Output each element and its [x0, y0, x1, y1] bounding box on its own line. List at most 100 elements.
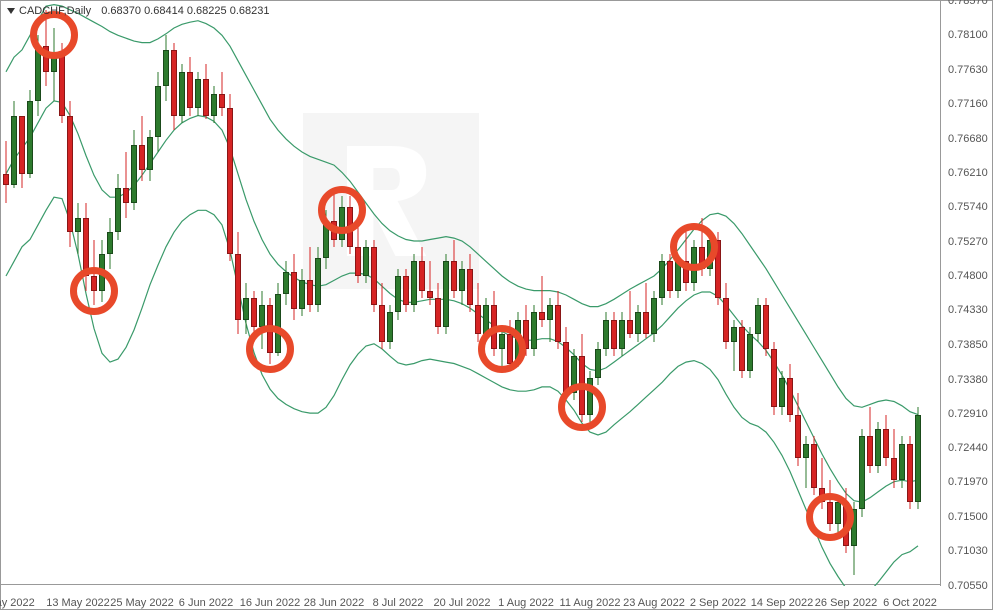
candle — [155, 1, 161, 586]
candle — [539, 1, 545, 586]
candle — [299, 1, 305, 586]
candle — [883, 1, 889, 586]
candle — [139, 1, 145, 586]
candle — [379, 1, 385, 586]
signal-marker — [670, 223, 718, 271]
candle — [275, 1, 281, 586]
candle — [683, 1, 689, 586]
candle — [859, 1, 865, 586]
y-tick: 0.72910 — [944, 408, 992, 420]
x-tick: 6 Oct 2022 — [883, 593, 937, 609]
x-tick: 2 Sep 2022 — [690, 593, 746, 609]
x-tick: 16 Jun 2022 — [240, 593, 301, 609]
candle — [787, 1, 793, 586]
candle — [475, 1, 481, 586]
y-tick: 0.71970 — [944, 476, 992, 488]
candle — [587, 1, 593, 586]
signal-marker — [246, 325, 294, 373]
candle — [915, 1, 921, 586]
y-tick: 0.74800 — [944, 270, 992, 282]
candle — [771, 1, 777, 586]
candle — [51, 1, 57, 586]
dropdown-icon[interactable] — [7, 8, 15, 14]
candle — [595, 1, 601, 586]
candle — [35, 1, 41, 586]
candle — [19, 1, 25, 586]
candle — [291, 1, 297, 586]
candle — [795, 1, 801, 586]
candle — [627, 1, 633, 586]
candle — [611, 1, 617, 586]
candle — [603, 1, 609, 586]
x-tick: 11 Aug 2022 — [560, 593, 621, 609]
candle — [851, 1, 857, 586]
candle — [163, 1, 169, 586]
candle — [211, 1, 217, 586]
x-tick: 23 Aug 2022 — [623, 593, 685, 609]
x-tick: 1 Aug 2022 — [498, 593, 554, 609]
candle — [763, 1, 769, 586]
candle — [515, 1, 521, 586]
signal-marker — [70, 267, 118, 315]
candle — [707, 1, 713, 586]
chart-title: CADCHF,Daily 0.68370 0.68414 0.68225 0.6… — [7, 5, 269, 17]
y-tick: 0.73850 — [944, 339, 992, 351]
x-tick: 13 May 2022 — [46, 593, 110, 609]
candle — [755, 1, 761, 586]
candle — [419, 1, 425, 586]
candle — [339, 1, 345, 586]
candle — [715, 1, 721, 586]
candle — [371, 1, 377, 586]
candle — [315, 1, 321, 586]
y-tick: 0.78570 — [944, 0, 992, 7]
candle — [427, 1, 433, 586]
candle — [395, 1, 401, 586]
signal-marker — [806, 493, 854, 541]
candle — [331, 1, 337, 586]
candle — [691, 1, 697, 586]
candle — [243, 1, 249, 586]
candle — [323, 1, 329, 586]
candle — [27, 1, 33, 586]
candle — [555, 1, 561, 586]
candle — [307, 1, 313, 586]
signal-marker — [558, 383, 606, 431]
candle — [907, 1, 913, 586]
candle — [779, 1, 785, 586]
x-axis: 3 May 202213 May 202225 May 20226 Jun 20… — [1, 584, 941, 609]
symbol-label: CADCHF,Daily — [19, 5, 91, 17]
candle — [723, 1, 729, 586]
candle — [451, 1, 457, 586]
x-tick: 28 Jun 2022 — [304, 593, 365, 609]
y-tick: 0.71030 — [944, 545, 992, 557]
candle — [803, 1, 809, 586]
candle — [203, 1, 209, 586]
signal-marker — [30, 11, 78, 59]
candle — [579, 1, 585, 586]
candle — [387, 1, 393, 586]
x-tick: 20 Jul 2022 — [434, 593, 491, 609]
y-axis: 0.785700.781000.776300.771600.766800.762… — [940, 1, 992, 586]
chart-area[interactable] — [1, 1, 941, 586]
candle — [467, 1, 473, 586]
candle — [659, 1, 665, 586]
candle — [3, 1, 9, 586]
x-tick: 26 Sep 2022 — [815, 593, 877, 609]
y-tick: 0.73380 — [944, 374, 992, 386]
candle — [523, 1, 529, 586]
candle — [283, 1, 289, 586]
candle — [499, 1, 505, 586]
y-tick: 0.76210 — [944, 167, 992, 179]
candle — [699, 1, 705, 586]
candle — [875, 1, 881, 586]
candle — [171, 1, 177, 586]
candle — [187, 1, 193, 586]
candle — [219, 1, 225, 586]
candle — [235, 1, 241, 586]
candle — [363, 1, 369, 586]
candle — [411, 1, 417, 586]
chart-container: CADCHF,Daily 0.68370 0.68414 0.68225 0.6… — [0, 0, 993, 610]
candle — [507, 1, 513, 586]
candle — [43, 1, 49, 586]
x-tick: 25 May 2022 — [110, 593, 174, 609]
